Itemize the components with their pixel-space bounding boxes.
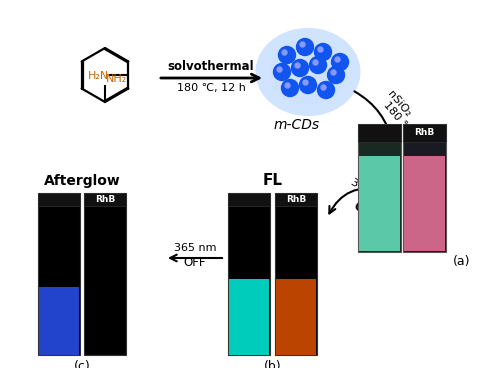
Circle shape	[303, 80, 308, 85]
Text: (b): (b)	[264, 360, 281, 368]
Text: m-CDs: m-CDs	[274, 118, 320, 132]
Circle shape	[310, 57, 326, 74]
Text: Afterglow: Afterglow	[44, 174, 120, 188]
Text: solvothermal: solvothermal	[168, 60, 254, 72]
Text: (c): (c)	[74, 360, 90, 368]
Ellipse shape	[256, 28, 360, 116]
Text: FL: FL	[262, 173, 282, 188]
Circle shape	[295, 63, 300, 68]
Circle shape	[278, 46, 295, 64]
Text: 180 ℃: 180 ℃	[381, 100, 412, 134]
Bar	[228, 193, 270, 355]
Bar	[84, 193, 126, 355]
Text: H₂N: H₂N	[88, 71, 110, 81]
Bar	[85, 353, 125, 355]
Circle shape	[335, 57, 340, 62]
Circle shape	[282, 50, 287, 55]
Circle shape	[285, 83, 290, 88]
Circle shape	[318, 81, 334, 99]
Bar	[275, 193, 317, 355]
Circle shape	[332, 53, 348, 71]
Circle shape	[328, 67, 344, 84]
Text: nSiO₂: nSiO₂	[385, 89, 412, 119]
Bar	[275, 193, 317, 206]
Text: RhB: RhB	[286, 195, 306, 204]
Circle shape	[274, 64, 290, 81]
Text: 180 ℃, 12 h: 180 ℃, 12 h	[176, 83, 246, 93]
Circle shape	[313, 60, 318, 65]
Circle shape	[314, 43, 332, 60]
Bar	[229, 279, 269, 355]
Bar	[404, 156, 445, 251]
Text: RhB: RhB	[95, 195, 115, 204]
Circle shape	[300, 77, 316, 93]
Bar	[403, 124, 446, 142]
Circle shape	[321, 85, 326, 90]
Text: NH₂: NH₂	[106, 74, 127, 84]
Bar	[358, 124, 401, 142]
Ellipse shape	[269, 39, 347, 105]
Text: (a): (a)	[453, 255, 471, 268]
Circle shape	[331, 70, 336, 75]
Bar	[39, 287, 79, 355]
Text: ON: ON	[350, 199, 376, 221]
Bar	[228, 193, 270, 206]
Text: 365 nm: 365 nm	[349, 177, 391, 207]
Bar	[359, 156, 400, 251]
Bar	[84, 193, 126, 206]
Circle shape	[292, 60, 308, 77]
Circle shape	[282, 79, 298, 96]
Circle shape	[318, 47, 323, 52]
Text: RhB: RhB	[414, 128, 434, 138]
Bar	[276, 279, 316, 355]
Circle shape	[277, 67, 282, 72]
Circle shape	[300, 42, 305, 47]
Text: OFF: OFF	[184, 255, 206, 269]
Circle shape	[296, 39, 314, 56]
Bar	[358, 124, 401, 252]
Bar	[403, 124, 446, 252]
Bar	[38, 193, 80, 206]
Bar	[38, 193, 80, 355]
Text: 365 nm: 365 nm	[174, 243, 216, 253]
